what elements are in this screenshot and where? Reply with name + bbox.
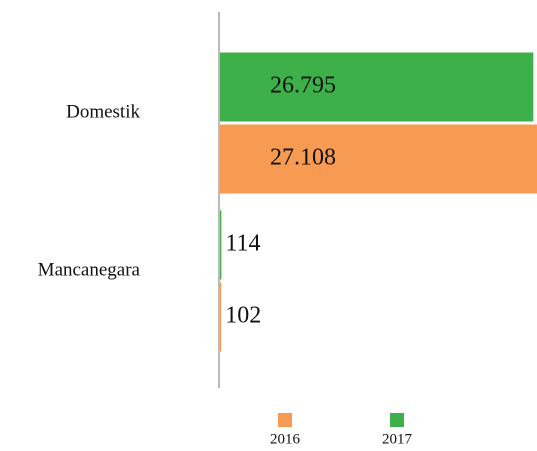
value-label: 102 — [225, 303, 261, 329]
value-label: 26.795 — [270, 73, 336, 99]
y-tick-label: Mancanegara — [38, 259, 141, 280]
bar — [220, 52, 534, 122]
bar — [220, 210, 222, 280]
bar — [220, 124, 537, 194]
value-label: 27.108 — [270, 145, 336, 171]
legend-label: 2016 — [270, 431, 301, 447]
y-tick-label: Domestik — [66, 101, 140, 122]
legend-label: 2017 — [382, 431, 413, 447]
bar — [220, 282, 222, 352]
legend-swatch — [390, 413, 404, 427]
legend-swatch — [278, 413, 292, 427]
value-label: 114 — [225, 231, 260, 257]
